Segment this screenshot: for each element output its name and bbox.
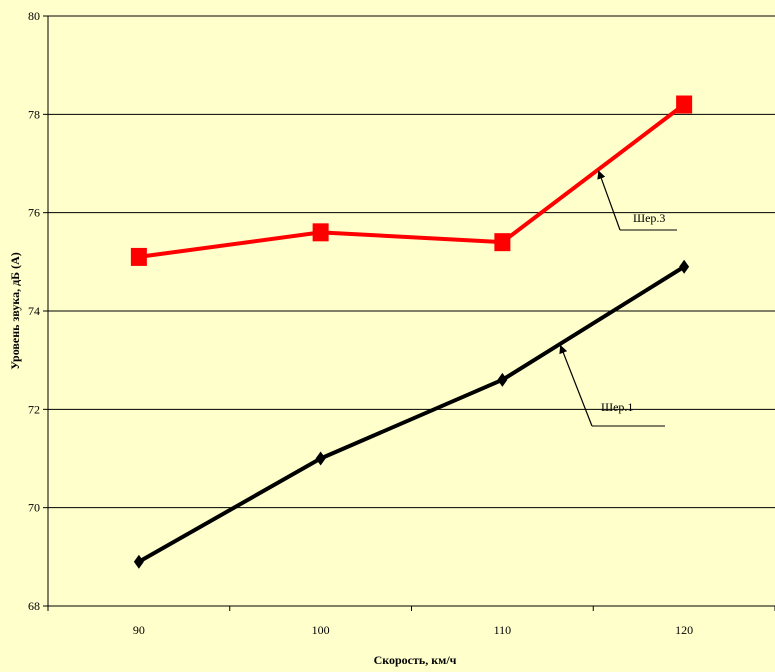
x-tick-label: 90: [133, 623, 145, 637]
data-point-diamond: [133, 554, 144, 569]
y-axis-title: Уровень звука, дБ (А): [8, 252, 22, 370]
series-1: [130, 95, 693, 266]
data-point-square: [130, 247, 147, 266]
x-tick-label: 100: [312, 623, 330, 637]
data-point-square: [676, 95, 693, 114]
y-tick-label: 74: [28, 304, 40, 318]
y-tick-labels: 68 70 72 74 76 78 80: [28, 9, 40, 613]
series-line: [137, 265, 686, 564]
y-tick-label: 72: [28, 402, 40, 416]
y-tick-label: 76: [28, 206, 40, 220]
data-point-diamond: [315, 451, 326, 466]
data-point-diamond: [497, 372, 508, 387]
y-tick-label: 68: [28, 599, 40, 613]
axes: [43, 15, 775, 611]
callout-label: Шер.3: [633, 211, 665, 225]
x-tick-label: 110: [494, 623, 512, 637]
x-tick-labels: 90 100 110 120: [133, 623, 693, 637]
callout-2: Шер.1: [559, 344, 665, 427]
annotations: Шер.3 Шер.1: [559, 170, 677, 427]
series-2: [133, 259, 690, 569]
series-layer: [130, 95, 693, 569]
series-line: [138, 102, 686, 259]
x-axis-title: Скорость, км/ч: [374, 653, 457, 667]
data-point-diamond: [679, 259, 690, 274]
callout-arrow: [597, 170, 621, 231]
data-point-square: [494, 233, 511, 252]
data-point-square: [312, 223, 329, 242]
y-tick-label: 80: [28, 9, 40, 23]
y-tick-label: 78: [28, 107, 40, 121]
x-tick-label: 120: [675, 623, 693, 637]
gridlines: [48, 15, 775, 509]
y-tick-label: 70: [28, 501, 40, 515]
callout-label: Шер.1: [601, 400, 633, 414]
callout-arrow: [559, 344, 593, 427]
callout-1: Шер.3: [597, 170, 677, 231]
